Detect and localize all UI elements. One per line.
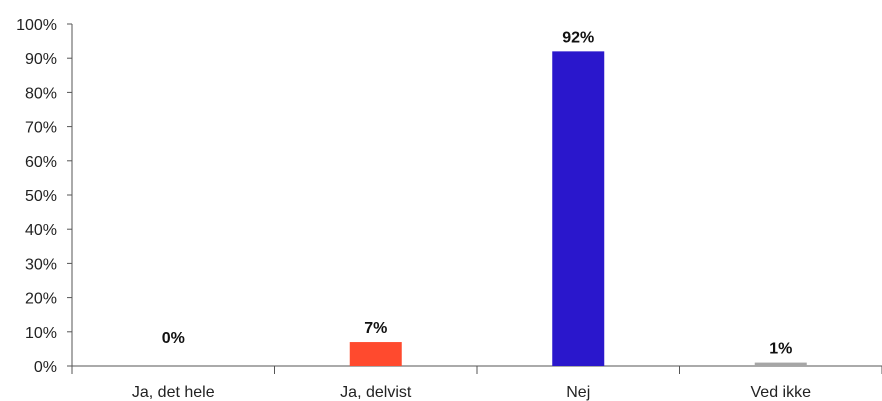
x-axis: [71, 365, 882, 374]
y-axis: 0% 10% 20% 30% 40% 50% 60% 70% 80% 90% 100%: [16, 17, 73, 376]
y-tick-label: 60%: [25, 154, 57, 171]
data-label: 92%: [562, 29, 594, 46]
y-tick-label: 10%: [25, 325, 57, 342]
y-tick-label: 30%: [25, 256, 57, 273]
x-category-label: Nej: [566, 384, 590, 401]
bar: [349, 342, 402, 366]
y-tick-label: 40%: [25, 222, 57, 239]
x-category-label: Ved ikke: [751, 384, 812, 401]
y-tick-label: 0%: [34, 359, 57, 376]
x-category-label: Ja, det hele: [132, 384, 215, 401]
category-labels-group: Ja, det hele Ja, delvist Nej Ved ikke: [132, 384, 811, 401]
x-category-label: Ja, delvist: [340, 384, 412, 401]
y-tick-label: 90%: [25, 51, 57, 68]
y-tick-label: 70%: [25, 120, 57, 137]
bar: [754, 362, 807, 366]
y-tick-label: 20%: [25, 291, 57, 308]
data-labels-group: 0% 7% 92% 1%: [162, 29, 793, 357]
bar: [552, 51, 605, 367]
y-tick-label: 80%: [25, 85, 57, 102]
y-tick-label: 100%: [16, 17, 57, 34]
data-label: 7%: [364, 320, 387, 337]
bars-group: [349, 51, 807, 367]
data-label: 1%: [769, 341, 792, 358]
y-tick-label: 50%: [25, 188, 57, 205]
data-label: 0%: [162, 330, 185, 347]
